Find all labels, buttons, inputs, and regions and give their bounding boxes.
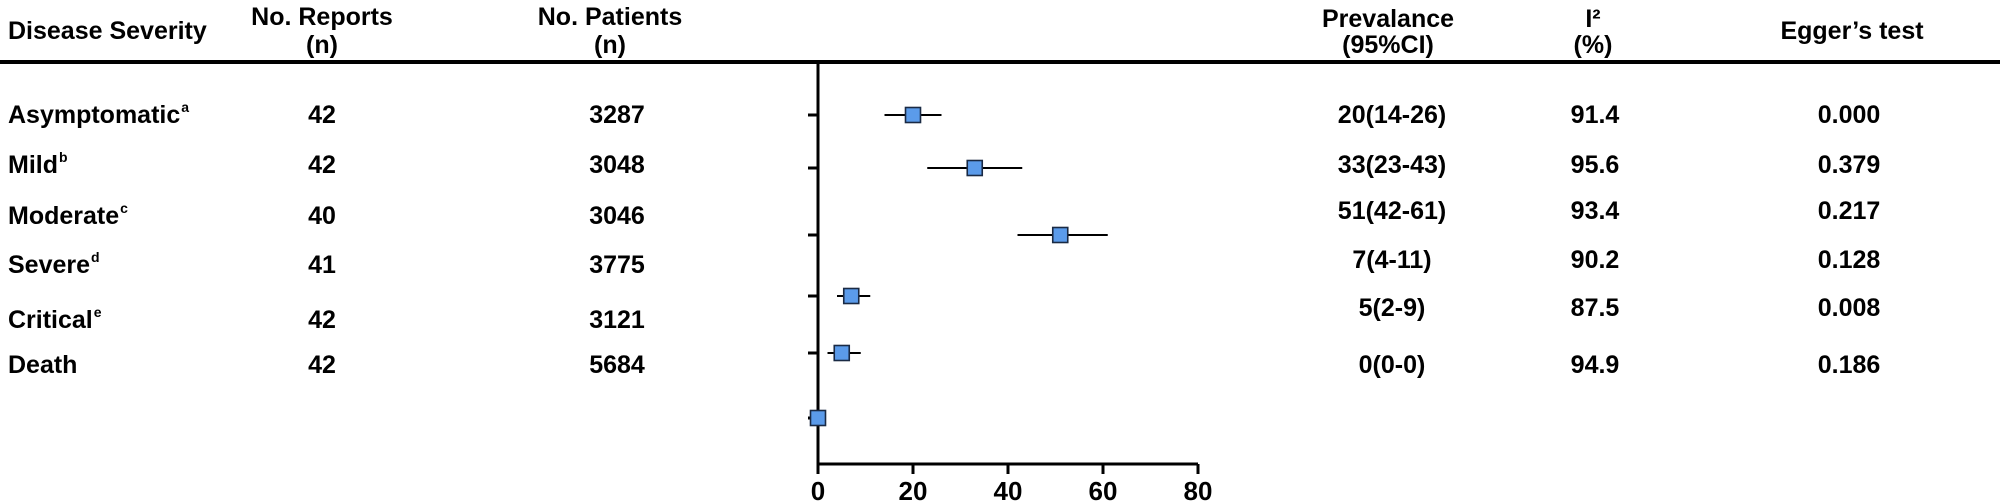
row-i2: 94.9 [1570, 351, 1620, 379]
row-egger: 0.000 [1817, 101, 1881, 129]
estimate-marker [1051, 226, 1069, 244]
header-i2-unit: (%) [1573, 31, 1613, 59]
row-egger: 0.008 [1817, 294, 1881, 322]
row-label: Severed [8, 249, 100, 279]
row-patients: 3775 [589, 251, 645, 279]
header-divider [0, 60, 2000, 64]
row-label: Death [8, 351, 78, 379]
estimate-marker [904, 106, 922, 124]
row-egger: 0.186 [1817, 351, 1881, 379]
row-i2: 93.4 [1570, 197, 1620, 225]
row-egger: 0.379 [1817, 151, 1881, 179]
row-patients: 3121 [589, 306, 645, 334]
row-patients: 3048 [589, 151, 645, 179]
header-patients: No. Patients [537, 3, 683, 31]
row-label: Moderatec [8, 200, 128, 230]
row-label: Criticale [8, 304, 102, 334]
header-prevalence-unit: (95%CI) [1342, 31, 1434, 59]
x-tick-label: 0 [811, 476, 825, 502]
header-prevalence: Prevalance [1321, 5, 1455, 33]
row-patients: 3046 [589, 202, 645, 230]
row-prevalence: 51(42-61) [1337, 197, 1447, 225]
x-tick-label: 20 [899, 476, 928, 502]
row-prevalence: 20(14-26) [1337, 101, 1447, 129]
estimate-marker [833, 344, 851, 362]
row-reports: 41 [308, 251, 336, 279]
row-i2: 91.4 [1570, 101, 1620, 129]
header-reports: No. Reports [251, 3, 393, 31]
header-i2: I² [1585, 5, 1601, 33]
row-patients: 5684 [589, 351, 645, 379]
row-i2: 87.5 [1570, 294, 1620, 322]
row-egger: 0.128 [1817, 246, 1881, 274]
x-tick-label: 40 [994, 476, 1023, 502]
row-reports: 40 [308, 202, 336, 230]
header-patients-unit: (n) [594, 31, 626, 59]
estimate-marker [966, 159, 984, 177]
row-patients: 3287 [589, 101, 645, 129]
row-prevalence: 7(4-11) [1352, 246, 1432, 274]
estimate-marker [842, 287, 860, 305]
row-i2: 90.2 [1570, 246, 1620, 274]
header-disease-severity: Disease Severity [8, 17, 207, 45]
row-reports: 42 [308, 351, 336, 379]
header-reports-unit: (n) [306, 31, 338, 59]
row-label: Mildb [8, 149, 68, 179]
row-label: Asymptomatica [8, 99, 190, 129]
header-egger: Egger’s test [1780, 17, 1924, 45]
row-reports: 42 [308, 151, 336, 179]
x-tick-label: 60 [1089, 476, 1118, 502]
estimate-marker [809, 409, 827, 427]
row-reports: 42 [308, 306, 336, 334]
x-tick-label: 80 [1184, 476, 1213, 502]
row-prevalence: 33(23-43) [1337, 151, 1447, 179]
row-egger: 0.217 [1817, 197, 1881, 225]
row-i2: 95.6 [1570, 151, 1620, 179]
row-prevalence: 5(2-9) [1358, 294, 1426, 322]
row-reports: 42 [308, 101, 336, 129]
row-prevalence: 0(0-0) [1358, 351, 1426, 379]
